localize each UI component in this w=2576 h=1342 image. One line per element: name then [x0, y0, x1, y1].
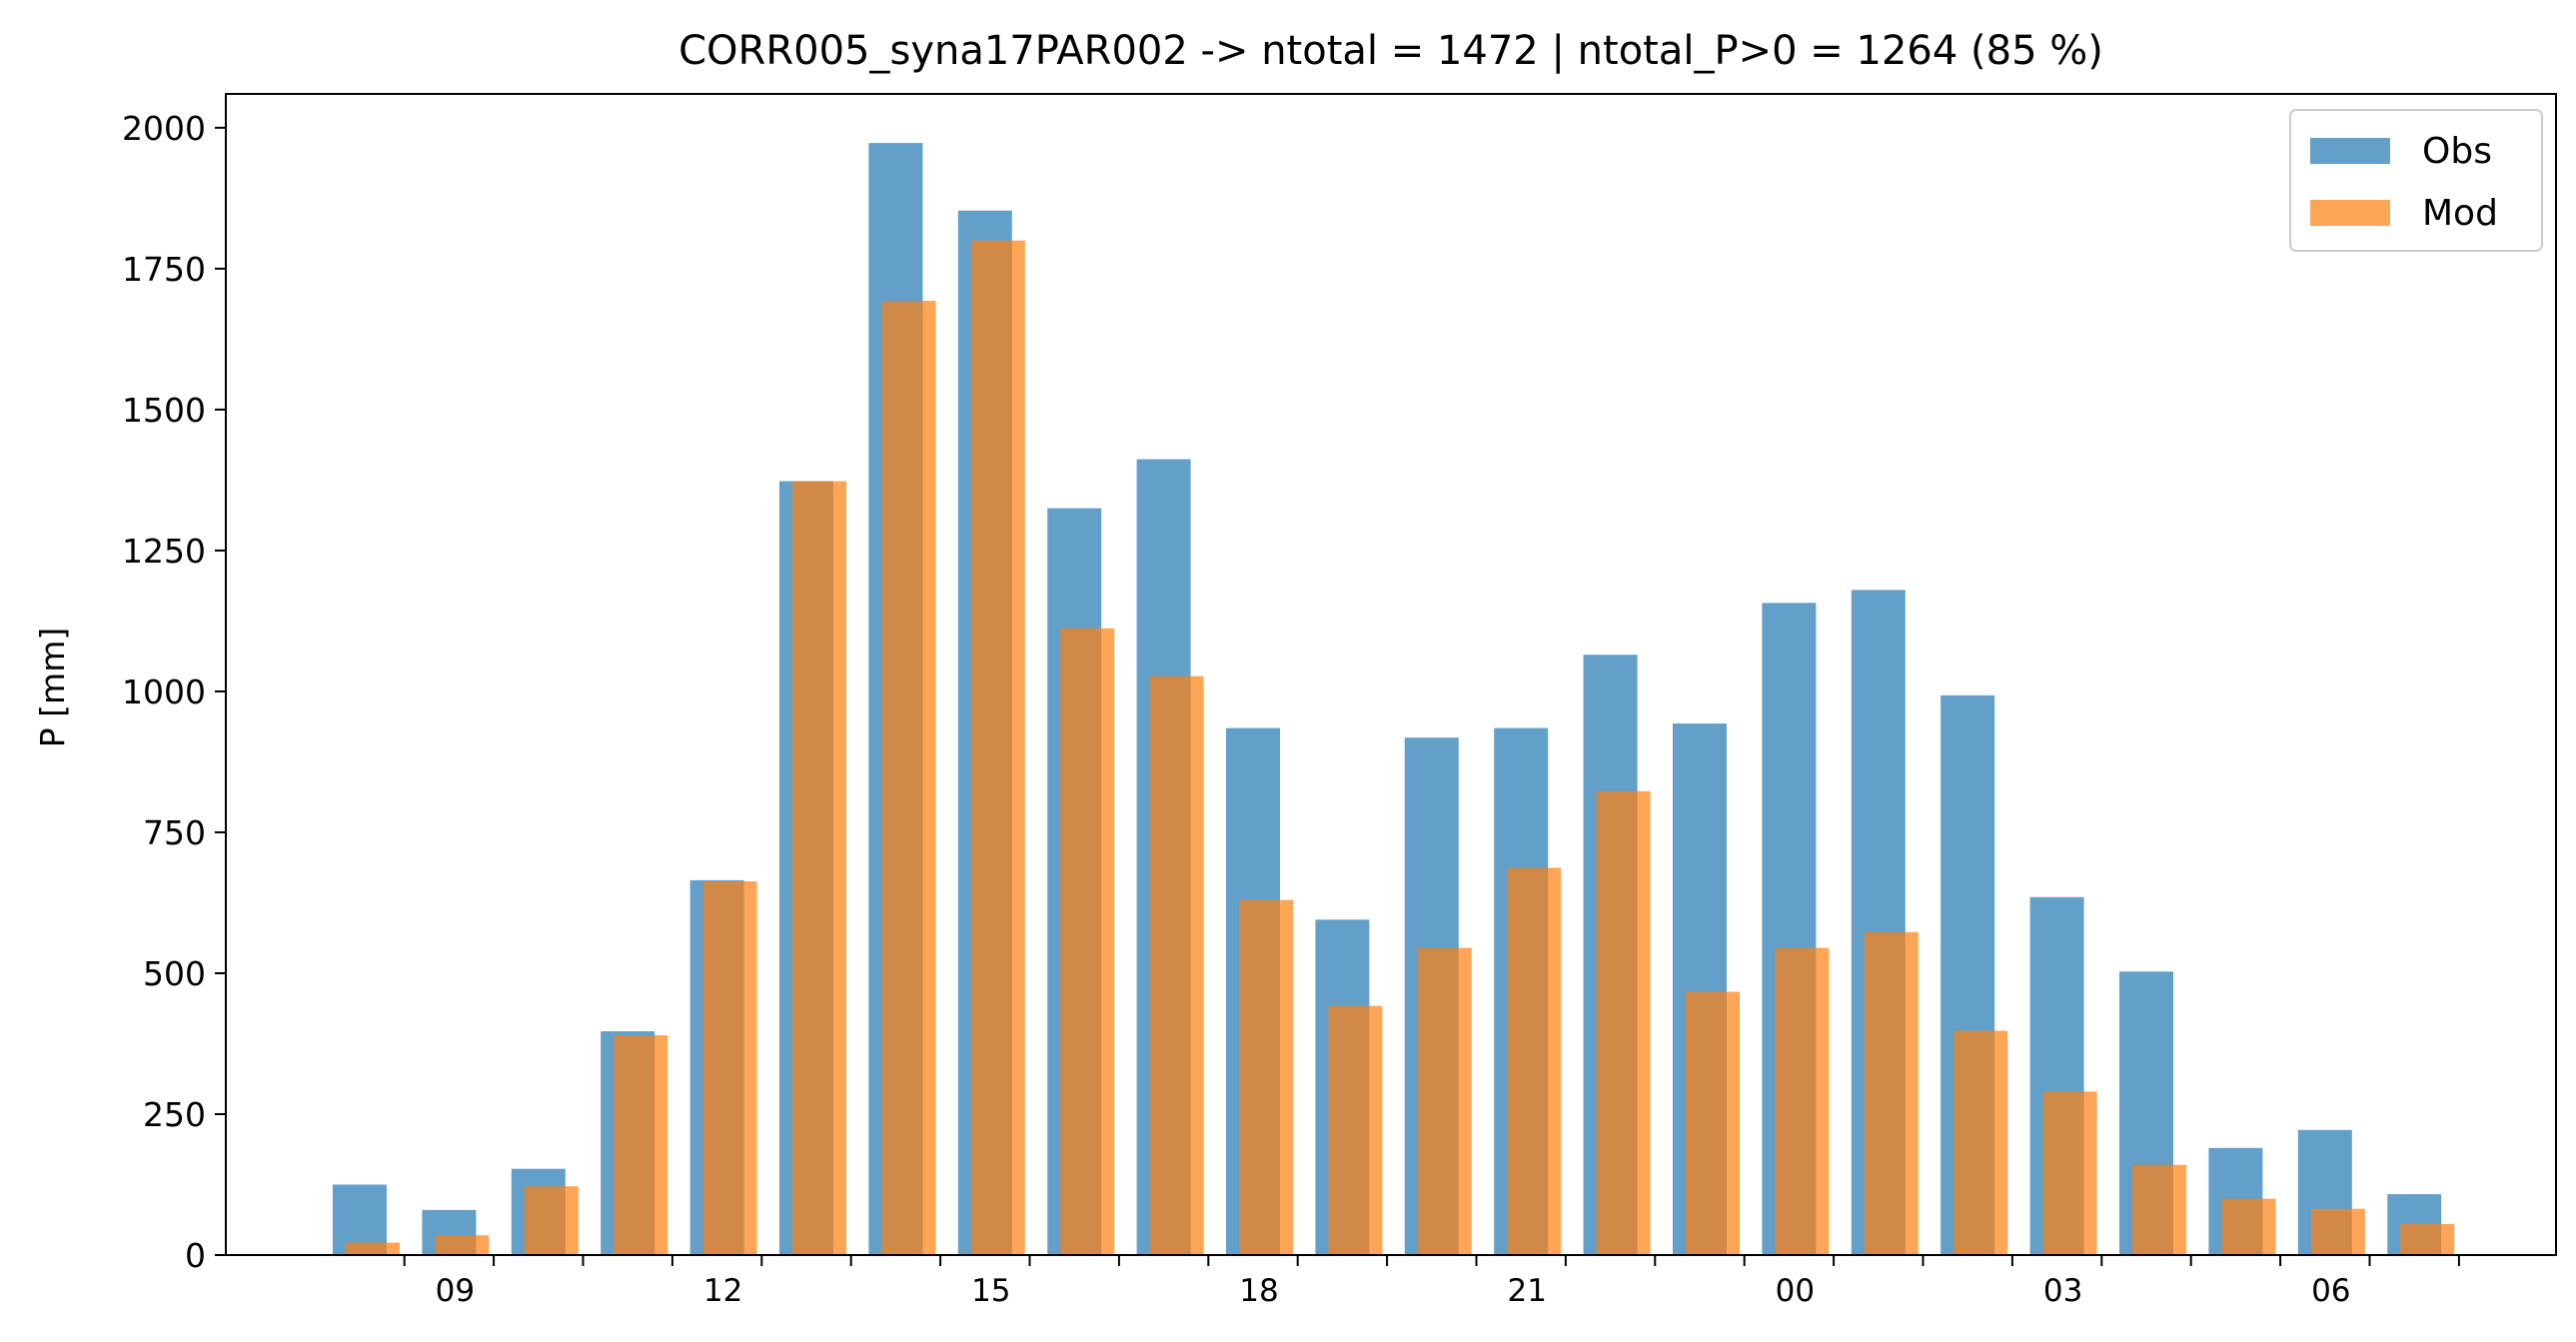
bar-mod-01: [1864, 931, 1919, 1255]
y-tick-label-250: 250: [143, 1095, 206, 1134]
chart-title: CORR005_syna17PAR002 -> ntotal = 1472 | …: [678, 28, 2103, 74]
y-tick-label-0: 0: [185, 1236, 206, 1275]
legend: Obs Mod: [2289, 109, 2543, 252]
bar-mod-04: [2132, 1164, 2186, 1255]
bar-mod-17: [1149, 675, 1204, 1255]
bar-mod-14: [881, 301, 936, 1256]
legend-swatch-mod: [2310, 200, 2390, 226]
x-tick-label-06: 06: [2311, 1273, 2350, 1309]
x-tick-label-09: 09: [436, 1273, 475, 1309]
legend-label-mod: Mod: [2422, 193, 2498, 234]
bar-mod-12: [702, 881, 757, 1255]
x-axis: 09 12 15 18 21 00 03 06: [403, 1255, 2460, 1309]
bar-mod-19: [1328, 1005, 1383, 1255]
bar-mod-05: [2221, 1198, 2276, 1255]
y-tick-label-1250: 1250: [122, 532, 206, 571]
bar-mod-16: [1060, 628, 1115, 1255]
bar-mod-09: [435, 1235, 490, 1255]
y-tick-label-750: 750: [143, 813, 206, 852]
legend-label-obs: Obs: [2422, 131, 2492, 172]
bar-mod-21: [1507, 867, 1562, 1255]
bar-mod-02: [1953, 1030, 2008, 1255]
bar-mod-06: [2310, 1208, 2365, 1255]
bar-mod-00: [1775, 947, 1830, 1255]
y-tick-label-500: 500: [143, 954, 206, 993]
legend-swatch-obs: [2310, 138, 2390, 164]
bar-mod-11: [614, 1035, 668, 1255]
x-tick-label-21: 21: [1507, 1273, 1546, 1309]
y-tick-label-1750: 1750: [122, 250, 206, 289]
y-axis: 0 250 500 750 1000 1250 1500 1750 2000: [122, 109, 226, 1275]
y-tick-label-2000: 2000: [122, 109, 206, 148]
bar-mod-20: [1417, 947, 1472, 1255]
bar-mod-08: [346, 1242, 400, 1255]
y-axis-label: P [mm]: [33, 628, 72, 747]
legend-box: [2289, 109, 2543, 252]
bar-mod-10: [524, 1186, 579, 1255]
plot-frame: [225, 93, 2557, 1256]
bar-mod-15: [970, 240, 1025, 1256]
x-tick-label-03: 03: [2043, 1273, 2082, 1309]
x-tick-label-00: 00: [1776, 1273, 1815, 1309]
y-tick-label-1000: 1000: [122, 672, 206, 711]
x-tick-label-18: 18: [1239, 1273, 1278, 1309]
bar-mod-13: [792, 481, 846, 1255]
bar-mod-22: [1596, 790, 1651, 1255]
bar-mod-23: [1686, 991, 1740, 1255]
y-tick-label-1500: 1500: [122, 391, 206, 430]
bar-mod-03: [2042, 1091, 2097, 1255]
bars-group: [333, 143, 2455, 1256]
bar-mod-18: [1239, 899, 1293, 1255]
x-tick-label-12: 12: [703, 1273, 742, 1309]
bar-mod-07: [2400, 1223, 2455, 1255]
x-tick-label-15: 15: [971, 1273, 1010, 1309]
